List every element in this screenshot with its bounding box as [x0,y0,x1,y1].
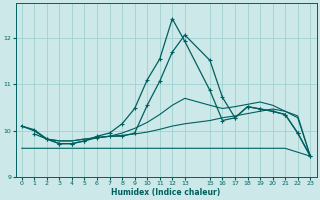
X-axis label: Humidex (Indice chaleur): Humidex (Indice chaleur) [111,188,221,197]
